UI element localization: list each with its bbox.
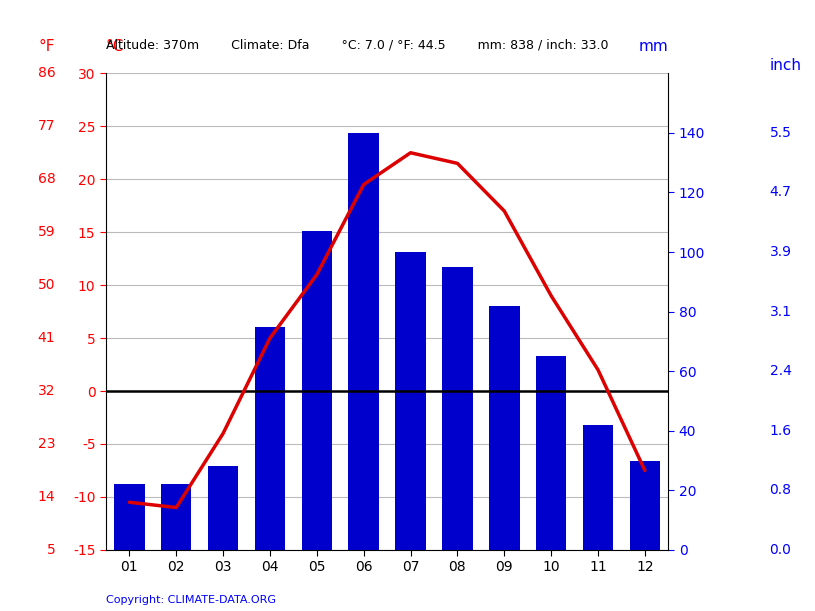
- Bar: [583, 425, 613, 550]
- Bar: [255, 326, 285, 550]
- Text: 0.0: 0.0: [769, 543, 791, 557]
- Bar: [349, 133, 379, 550]
- Bar: [630, 461, 660, 550]
- Text: 59: 59: [37, 225, 55, 239]
- Text: 4.7: 4.7: [769, 186, 791, 199]
- Text: °F: °F: [39, 39, 55, 54]
- Text: 14: 14: [37, 490, 55, 504]
- Text: °C: °C: [106, 39, 125, 54]
- Text: 77: 77: [37, 119, 55, 133]
- Bar: [536, 356, 566, 550]
- Bar: [395, 252, 425, 550]
- Text: 41: 41: [37, 331, 55, 345]
- Text: 32: 32: [37, 384, 55, 398]
- Text: 23: 23: [37, 437, 55, 451]
- Text: 68: 68: [37, 172, 55, 186]
- Bar: [302, 231, 332, 550]
- Bar: [161, 485, 192, 550]
- Bar: [489, 306, 519, 550]
- Text: 86: 86: [37, 67, 55, 80]
- Text: 0.8: 0.8: [769, 483, 791, 497]
- Text: Altitude: 370m        Climate: Dfa        °C: 7.0 / °F: 44.5        mm: 838 / in: Altitude: 370m Climate: Dfa °C: 7.0 / °F…: [106, 39, 609, 52]
- Text: 50: 50: [37, 278, 55, 292]
- Text: inch: inch: [769, 58, 801, 73]
- Text: 2.4: 2.4: [769, 364, 791, 378]
- Text: 3.1: 3.1: [769, 305, 791, 318]
- Text: 3.9: 3.9: [769, 245, 791, 259]
- Text: Copyright: CLIMATE-DATA.ORG: Copyright: CLIMATE-DATA.ORG: [106, 595, 276, 605]
- Bar: [443, 267, 473, 550]
- Text: mm: mm: [638, 39, 668, 54]
- Text: 1.6: 1.6: [769, 424, 791, 437]
- Text: 5.5: 5.5: [769, 126, 791, 140]
- Bar: [114, 485, 144, 550]
- Bar: [208, 467, 238, 550]
- Text: 5: 5: [46, 543, 55, 557]
